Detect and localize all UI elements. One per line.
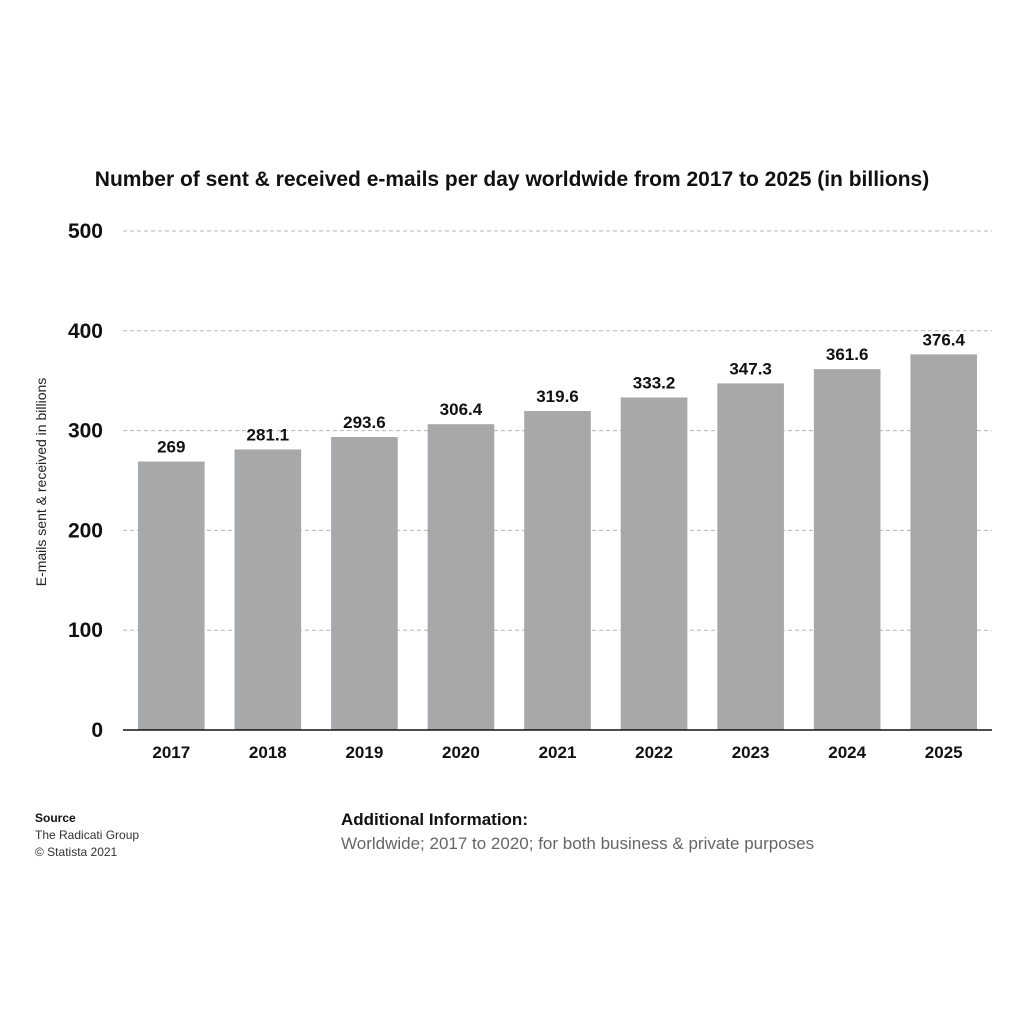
source-line: © Statista 2021 [35, 845, 118, 859]
y-tick-label: 100 [68, 619, 103, 642]
y-tick-label: 0 [91, 719, 103, 742]
source-line: The Radicati Group [35, 828, 140, 842]
additional-info: Additional Information: Worldwide; 2017 … [341, 810, 814, 854]
y-tick-label: 500 [68, 220, 103, 243]
x-tick-label: 2020 [442, 743, 480, 762]
bar [620, 397, 688, 730]
y-axis-label: E-mails sent & received in billions [33, 378, 49, 587]
bar [524, 411, 591, 730]
bar [910, 354, 978, 730]
bars [137, 354, 978, 730]
bar [234, 449, 302, 730]
y-tick-label: 200 [68, 519, 103, 542]
data-label: 306.4 [440, 400, 483, 419]
x-tick-label: 2025 [925, 743, 963, 762]
source-block: Source The Radicati Group © Statista 202… [35, 810, 139, 861]
data-label: 333.2 [633, 373, 676, 392]
chart-title: Number of sent & received e-mails per da… [94, 168, 930, 191]
axes: 0 100 200 300 400 500 2017 2018 2019 2020 2021 2022… [68, 220, 992, 762]
bar [427, 424, 495, 730]
bar [331, 436, 398, 730]
x-tick-label: 2021 [539, 743, 577, 762]
bar [137, 461, 205, 730]
data-label: 361.6 [826, 345, 869, 364]
x-tick-label: 2019 [345, 743, 383, 762]
additional-info-text: Worldwide; 2017 to 2020; for both busine… [341, 834, 815, 853]
data-label: 347.3 [729, 359, 772, 378]
x-tick-label: 2017 [152, 743, 190, 762]
data-label: 376.4 [922, 330, 965, 349]
x-tick-label: 2023 [732, 743, 770, 762]
bar [717, 383, 784, 730]
x-tick-label: 2018 [249, 743, 287, 762]
source-heading: Source [35, 811, 76, 825]
data-labels: 269 281.1 293.6 306.4 319.6 333.2 347.3 361.6 37… [157, 330, 965, 456]
data-label: 293.6 [343, 413, 386, 432]
x-tick-label: 2024 [828, 743, 866, 762]
y-tick-label: 400 [68, 320, 103, 343]
additional-info-heading: Additional Information: [341, 810, 528, 829]
data-label: 281.1 [247, 425, 290, 444]
bar [813, 369, 881, 730]
data-label: 269 [157, 438, 185, 457]
y-tick-label: 300 [68, 420, 103, 443]
data-label: 319.6 [536, 387, 579, 406]
x-tick-label: 2022 [635, 743, 673, 762]
bar-chart: 269 281.1 293.6 306.4 319.6 333.2 347.3 361.6 37… [33, 220, 992, 762]
